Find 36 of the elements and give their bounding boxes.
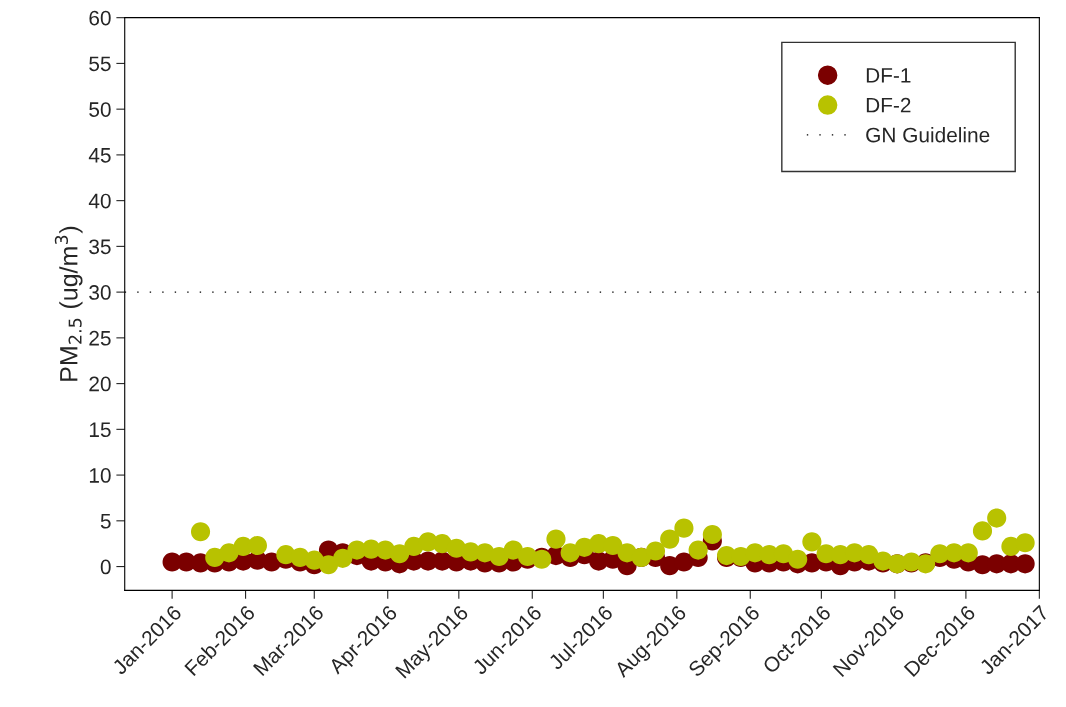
y-tick-label: 5 xyxy=(100,514,111,529)
y-tick-label: 20 xyxy=(89,376,111,392)
point xyxy=(247,535,267,556)
point xyxy=(702,524,722,545)
point xyxy=(603,535,623,556)
point xyxy=(674,518,694,538)
point xyxy=(972,521,993,541)
point xyxy=(503,540,523,560)
point xyxy=(987,508,1007,528)
point xyxy=(318,555,339,575)
legend-label: GN Guideline xyxy=(866,127,990,143)
y-tick-label: 15 xyxy=(89,422,111,438)
point xyxy=(1015,533,1035,553)
y-tick-label: 35 xyxy=(89,239,111,255)
point xyxy=(788,549,808,569)
y-tick-label: 45 xyxy=(88,148,111,163)
legend-label: DF-2 xyxy=(866,97,911,113)
y-tick-label: 30 xyxy=(89,285,111,300)
point xyxy=(333,548,353,568)
point xyxy=(190,522,211,542)
point xyxy=(802,532,822,552)
y-tick-label: 40 xyxy=(88,193,111,209)
point xyxy=(390,544,410,564)
y-tick-label: 55 xyxy=(89,56,111,72)
y-axis-title: PM$_{2.5}$ (ug/m$^{3}$) xyxy=(54,226,83,381)
y-tick-label: 60 xyxy=(89,10,111,26)
point xyxy=(546,529,566,549)
y-tick-label: 0 xyxy=(100,559,111,575)
point xyxy=(660,529,680,549)
y-tick-label: 25 xyxy=(89,330,111,346)
legend-label: DF-1 xyxy=(866,68,911,83)
y-tick-label: 10 xyxy=(89,468,111,483)
point xyxy=(688,540,708,560)
point xyxy=(958,543,978,563)
y-tick-label: 50 xyxy=(89,102,111,117)
point xyxy=(645,541,666,561)
